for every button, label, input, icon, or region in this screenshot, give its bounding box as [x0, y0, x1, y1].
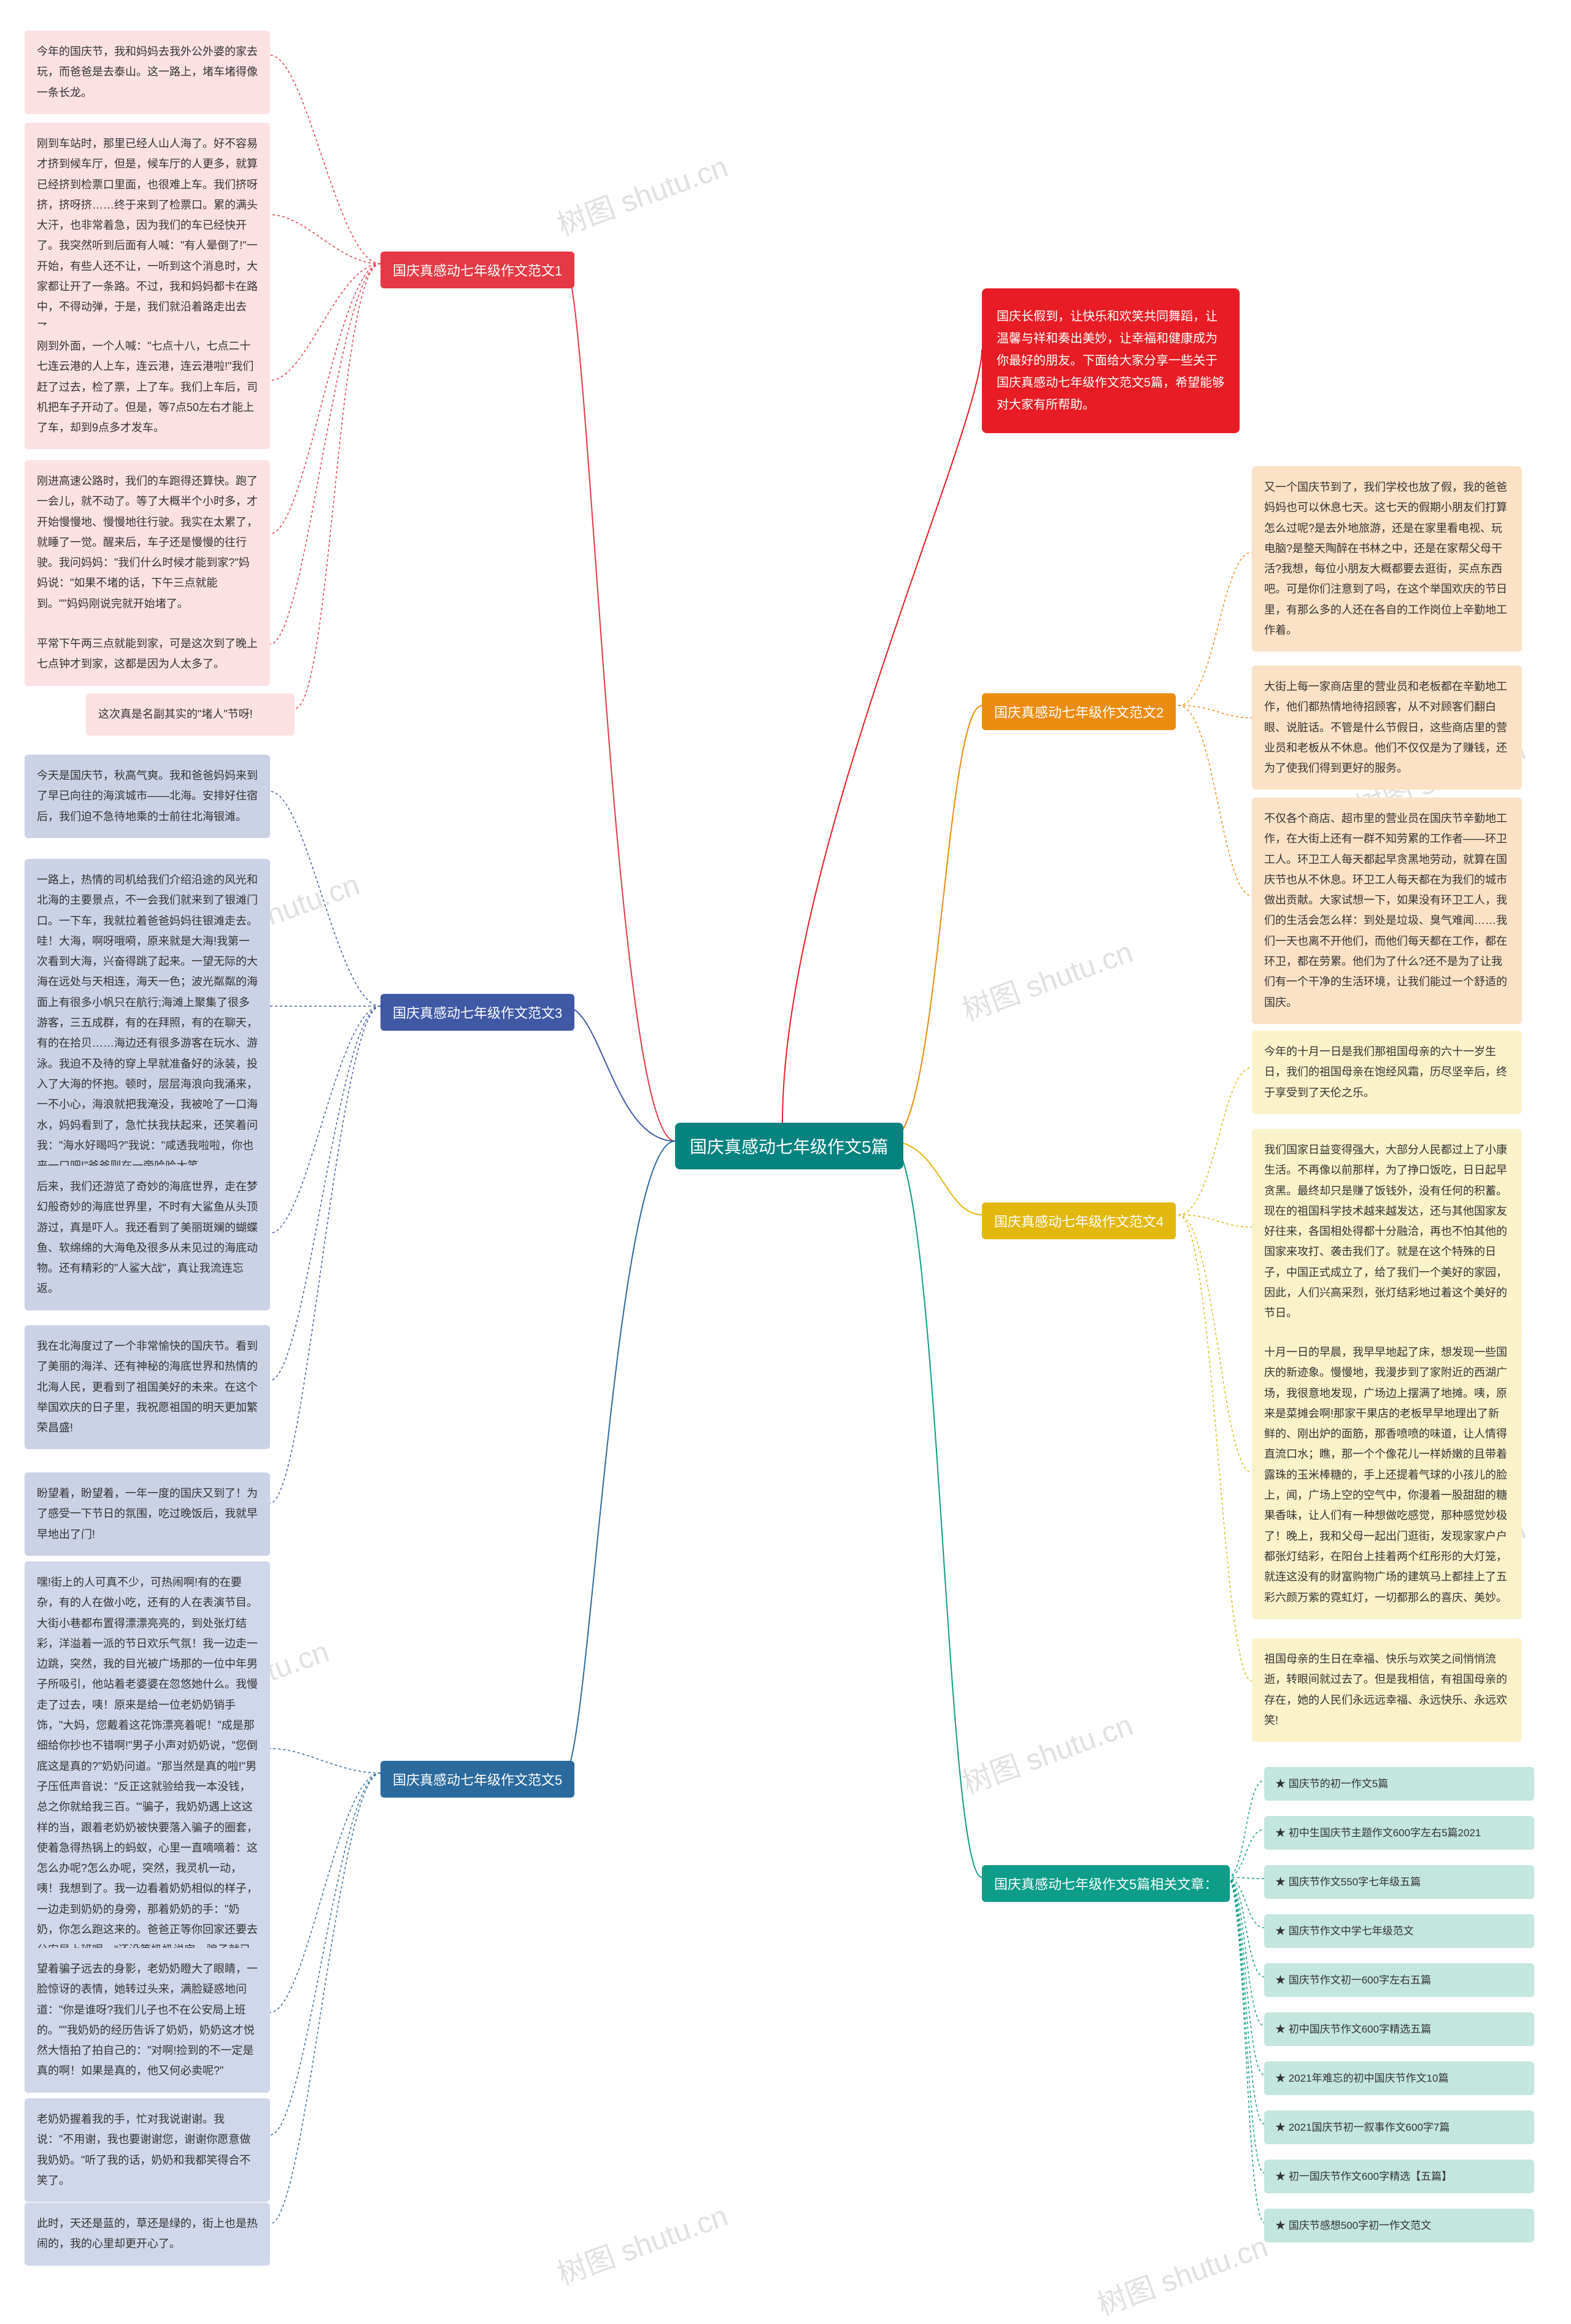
leaf-b4-0: 今年的十月一日是我们那祖国母亲的六十一岁生日，我们的祖国母亲在饱经风霜，历尽坚辛…	[1252, 1031, 1522, 1114]
leaf-b5-0: 嘿!街上的人可真不少，可热闹啊!有的在要杂，有的人在做小吃，还有的人在表演节目。…	[25, 1561, 270, 1992]
root-node: 国庆真感动七年级作文5篇	[675, 1123, 903, 1169]
watermark: 树图 shutu.cn	[955, 1701, 1138, 1802]
intro-box: 国庆长假到，让快乐和欢笑共同舞蹈，让温馨与祥和奏出美妙，让幸福和健康成为你最好的…	[982, 288, 1240, 433]
intro-text: 国庆长假到，让快乐和欢笑共同舞蹈，让温馨与祥和奏出美妙，让幸福和健康成为你最好的…	[997, 310, 1224, 412]
leaf-b2-1: 大街上每一家商店里的营业员和老板都在辛勤地工作，他们都热情地待招顾客，从不对顾客…	[1252, 666, 1522, 790]
leaf-b3-2: 后来，我们还游览了奇妙的海底世界，走在梦幻般奇妙的海底世界里，不时有大鲨鱼从头顶…	[25, 1166, 270, 1310]
mindmap-container: 树图 shutu.cn 树图 shutu.cn 树图 shutu.cn 树图 shut…	[0, 0, 1571, 2298]
related-link-0[interactable]: ★ 国庆节的初一作文5篇	[1264, 1767, 1534, 1801]
leaf-b3-0: 今天是国庆节，秋高气爽。我和爸爸妈妈来到了早已向往的海滨城市——北海。安排好住宿…	[25, 755, 270, 838]
leaf-b3-4: 盼望着，盼望着，一年一度的国庆又到了！为了感受一下节日的氛围，吃过晚饭后，我就早…	[25, 1472, 270, 1556]
branch-b1: 国庆真感动七年级作文范文1	[380, 252, 574, 288]
branch-b5: 国庆真感动七年级作文范文5	[380, 1761, 574, 1798]
leaf-b4-3: 祖国母亲的生日在幸福、快乐与欢笑之间悄悄流逝，转眼间就过去了。但是我相信，有祖国…	[1252, 1638, 1522, 1742]
related-link-3[interactable]: ★ 国庆节作文中学七年级范文	[1264, 1914, 1534, 1948]
leaf-b2-0: 又一个国庆节到了，我们学校也放了假，我的爸爸妈妈也可以休息七天。这七天的假期小朋…	[1252, 466, 1522, 652]
related-link-8[interactable]: ★ 初一国庆节作文600字精选【五篇】	[1264, 2160, 1534, 2193]
leaf-b4-2: 十月一日的早晨，我早早地起了床，想发现一些国庆的新迹象。慢慢地，我漫步到了家附近…	[1252, 1331, 1522, 1619]
branch-b3: 国庆真感动七年级作文范文3	[380, 994, 574, 1031]
leaf-b2-2: 不仅各个商店、超市里的营业员在国庆节辛勤地工作，在大街上还有一群不知劳累的工作者…	[1252, 798, 1522, 1024]
related-link-5[interactable]: ★ 初中国庆节作文600字精选五篇	[1264, 2012, 1534, 2046]
leaf-b1-4: 平常下午两三点就能到家，可是这次到了晚上七点钟才到家，这都是因为人太多了。	[25, 623, 270, 686]
watermark: 树图 shutu.cn	[955, 928, 1138, 1029]
leaf-b3-1: 一路上，热情的司机给我们介绍沿途的风光和北海的主要景点，不一会我们就来到了银滩门…	[25, 859, 270, 1187]
leaf-b5-1: 望着骗子远去的身影，老奶奶瞪大了眼睛，一脸惊讶的表情，她转过头来，满脸疑惑地问道…	[25, 1948, 270, 2093]
leaf-b1-5: 这次真是名副其实的"堵人"节呀!	[86, 693, 295, 736]
watermark: 树图 shutu.cn	[550, 142, 733, 244]
related-link-2[interactable]: ★ 国庆节作文550字七年级五篇	[1264, 1865, 1534, 1899]
leaf-b1-3: 刚进高速公路时，我们的车跑得还算快。跑了一会儿，就不动了。等了大概半个小时多，才…	[25, 460, 270, 625]
branch-b2: 国庆真感动七年级作文范文2	[982, 693, 1176, 730]
root-title: 国庆真感动七年级作文5篇	[690, 1137, 889, 1156]
leaf-b1-0: 今年的国庆节，我和妈妈去我外公外婆的家去玩，而爸爸是去泰山。这一路上，堵车堵得像…	[25, 31, 270, 114]
related-link-7[interactable]: ★ 2021国庆节初一叙事作文600字7篇	[1264, 2110, 1534, 2144]
branch-b4: 国庆真感动七年级作文范文4	[982, 1202, 1176, 1239]
leaf-b5-3: 此时，天还是蓝的，草还是绿的，街上也是热闹的，我的心里却更开心了。	[25, 2203, 270, 2266]
related-link-1[interactable]: ★ 初中生国庆节主题作文600字左右5篇2021	[1264, 1816, 1534, 1850]
leaf-b1-2: 刚到外面，一个人喊："七点十八，七点二十七连云港的人上车，连云港，连云港啦!"我…	[25, 325, 270, 449]
related-link-9[interactable]: ★ 国庆节感想500字初一作文范文	[1264, 2209, 1534, 2242]
watermark: 树图 shutu.cn	[1090, 2222, 1273, 2323]
leaf-b5-2: 老奶奶握着我的手，忙对我说谢谢。我说："不用谢，我也要谢谢您，谢谢你愿意做我奶奶…	[25, 2098, 270, 2202]
leaf-b1-1: 刚到车站时，那里已经人山人海了。好不容易才挤到候车厅，但是，候车厅的人更多，就算…	[25, 123, 270, 349]
leaf-b4-1: 我们国家日益变得强大，大部分人民都过上了小康生活。不再像以前那样，为了挣口饭吃，…	[1252, 1129, 1522, 1335]
related-link-6[interactable]: ★ 2021年难忘的初中国庆节作文10篇	[1264, 2061, 1534, 2095]
watermark: 树图 shutu.cn	[550, 2191, 733, 2293]
branch-rel: 国庆真感动七年级作文5篇相关文章：	[982, 1865, 1230, 1902]
leaf-b3-3: 我在北海度过了一个非常愉快的国庆节。看到了美丽的海洋、还有神秘的海底世界和热情的…	[25, 1325, 270, 1449]
related-link-4[interactable]: ★ 国庆节作文初一600字左右五篇	[1264, 1963, 1534, 1997]
